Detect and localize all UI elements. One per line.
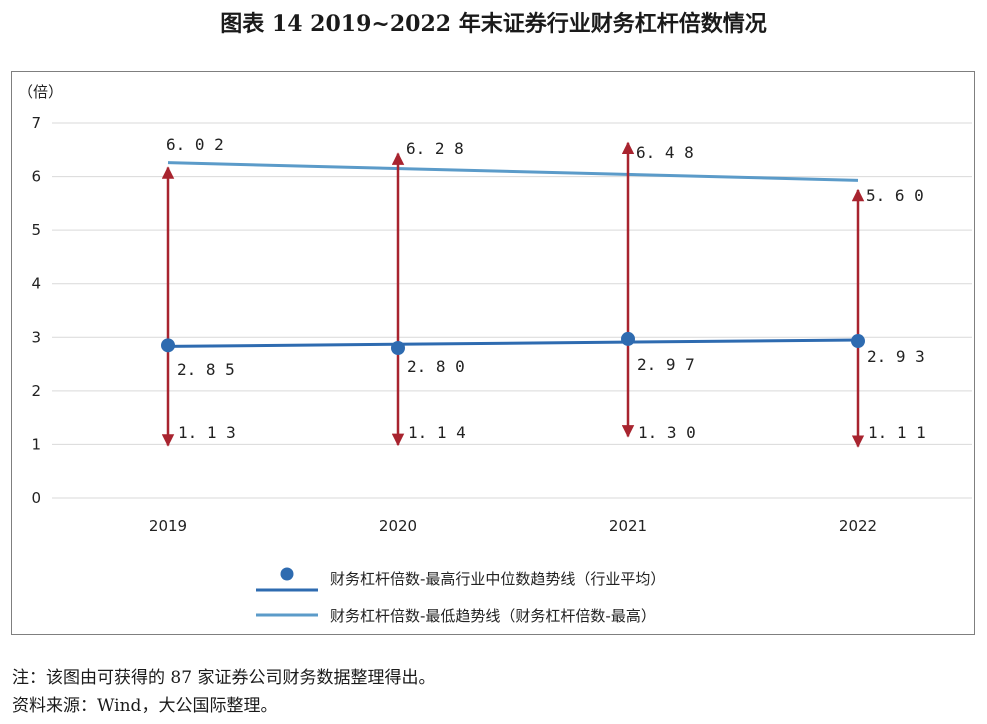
- chart-frame: [11, 71, 975, 635]
- legend-dot-median: [280, 567, 294, 581]
- median-point: [621, 331, 635, 346]
- x-tick-label: 2020: [379, 517, 417, 535]
- x-tick-label: 2019: [149, 517, 187, 535]
- median-value-label: 2. 9 3: [867, 347, 925, 366]
- median-point: [851, 334, 865, 349]
- x-tick-label: 2022: [839, 517, 877, 535]
- min-value-label: 1. 1 1: [868, 423, 926, 442]
- median-value-label: 2. 9 7: [637, 355, 695, 374]
- max-value-label: 6. 0 2: [166, 135, 224, 154]
- min-value-label: 1. 1 4: [408, 423, 466, 442]
- median-point: [161, 338, 175, 353]
- y-tick-label: 0: [31, 489, 41, 507]
- median-trend-line: [167, 338, 859, 348]
- median-value-label: 2. 8 5: [177, 360, 235, 379]
- y-tick-label: 5: [31, 221, 41, 239]
- page-title: 图表 14 2019~2022 年末证券行业财务杠杆倍数情况: [220, 11, 767, 37]
- y-unit-label: （倍）: [18, 83, 63, 101]
- median-value-label: 2. 8 0: [407, 357, 465, 376]
- x-tick-label: 2021: [609, 517, 647, 535]
- median-point: [391, 341, 405, 355]
- y-tick-label: 3: [31, 328, 41, 346]
- source-text: 资料来源：Wind，大公国际整理。: [12, 696, 278, 716]
- legend-label-median: 财务杠杆倍数-最高行业中位数趋势线（行业平均）: [330, 570, 665, 588]
- y-tick-label: 2: [31, 382, 41, 400]
- y-tick-label: 1: [31, 435, 41, 453]
- max-value-label: 6. 4 8: [636, 143, 694, 162]
- min-value-label: 1. 3 0: [638, 423, 696, 442]
- y-tick-label: 6: [31, 168, 41, 186]
- max-value-label: 5. 6 0: [866, 186, 924, 205]
- max-trend-line: [167, 161, 859, 182]
- y-tick-label: 7: [31, 114, 41, 132]
- y-tick-label: 4: [31, 275, 41, 293]
- max-value-label: 6. 2 8: [406, 139, 464, 158]
- min-value-label: 1. 1 3: [178, 423, 236, 442]
- footnotes: 注：该图由可获得的 87 家证券公司财务数据整理得出。 资料来源：Wind，大公…: [12, 664, 435, 720]
- legend-label-max: 财务杠杆倍数-最低趋势线（财务杠杆倍数-最高）: [330, 607, 656, 625]
- note-text: 注：该图由可获得的 87 家证券公司财务数据整理得出。: [12, 668, 436, 688]
